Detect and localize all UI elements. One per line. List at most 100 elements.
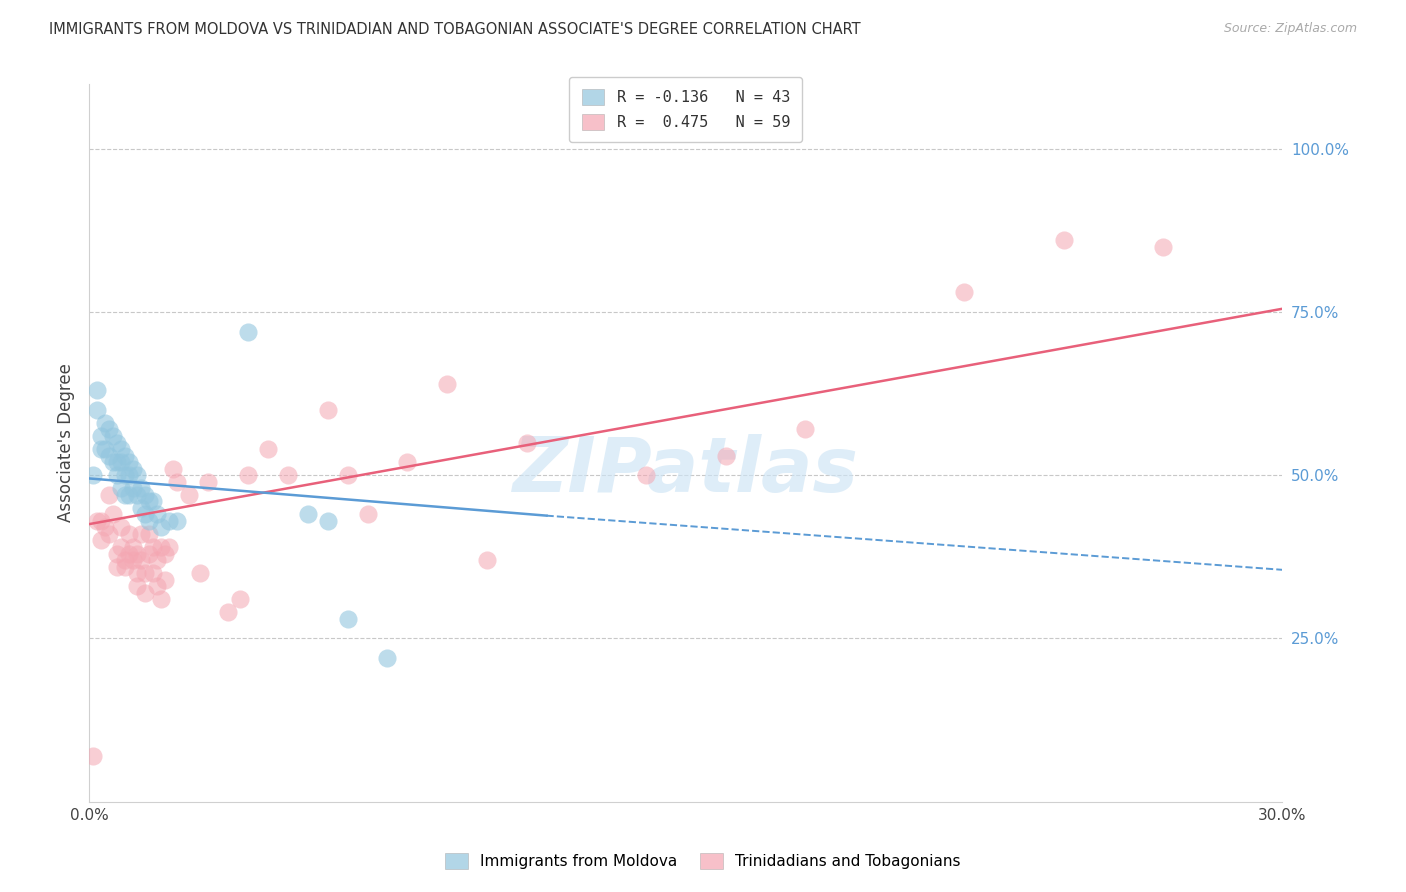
Point xyxy=(436,376,458,391)
Point xyxy=(125,468,148,483)
Point xyxy=(114,449,136,463)
Point xyxy=(105,455,128,469)
Point xyxy=(238,325,260,339)
Point xyxy=(118,488,141,502)
Point xyxy=(138,527,160,541)
Point xyxy=(110,455,132,469)
Point xyxy=(153,547,176,561)
Point xyxy=(110,481,132,495)
Point xyxy=(118,527,141,541)
Point xyxy=(97,488,120,502)
Point xyxy=(475,553,498,567)
Point xyxy=(105,547,128,561)
Point xyxy=(197,475,219,489)
Point xyxy=(229,592,252,607)
Point xyxy=(129,500,152,515)
Point xyxy=(121,461,143,475)
Point xyxy=(157,540,180,554)
Point xyxy=(97,527,120,541)
Point xyxy=(125,566,148,580)
Point xyxy=(138,547,160,561)
Point xyxy=(129,481,152,495)
Point xyxy=(114,553,136,567)
Point xyxy=(105,468,128,483)
Point xyxy=(110,520,132,534)
Point xyxy=(953,285,976,300)
Point xyxy=(125,488,148,502)
Point xyxy=(316,514,339,528)
Point xyxy=(90,442,112,456)
Point xyxy=(114,559,136,574)
Point xyxy=(105,435,128,450)
Point xyxy=(82,468,104,483)
Point xyxy=(142,494,165,508)
Text: ZIPatlas: ZIPatlas xyxy=(513,434,859,508)
Point xyxy=(316,403,339,417)
Point xyxy=(794,422,817,436)
Text: Source: ZipAtlas.com: Source: ZipAtlas.com xyxy=(1223,22,1357,36)
Point xyxy=(145,579,167,593)
Point xyxy=(82,748,104,763)
Point xyxy=(129,527,152,541)
Point xyxy=(142,540,165,554)
Point xyxy=(356,508,378,522)
Point xyxy=(516,435,538,450)
Point xyxy=(142,566,165,580)
Point xyxy=(217,605,239,619)
Legend: Immigrants from Moldova, Trinidadians and Tobagonians: Immigrants from Moldova, Trinidadians an… xyxy=(439,847,967,875)
Point xyxy=(1152,240,1174,254)
Point xyxy=(121,540,143,554)
Point xyxy=(90,514,112,528)
Point xyxy=(145,553,167,567)
Point xyxy=(138,494,160,508)
Point xyxy=(134,488,156,502)
Point xyxy=(90,533,112,548)
Point xyxy=(396,455,419,469)
Point xyxy=(114,488,136,502)
Point xyxy=(101,508,124,522)
Point xyxy=(166,475,188,489)
Point xyxy=(149,540,172,554)
Point xyxy=(97,449,120,463)
Point xyxy=(238,468,260,483)
Point xyxy=(336,468,359,483)
Point xyxy=(149,592,172,607)
Point xyxy=(134,585,156,599)
Point xyxy=(297,508,319,522)
Point xyxy=(157,514,180,528)
Point xyxy=(86,384,108,398)
Text: IMMIGRANTS FROM MOLDOVA VS TRINIDADIAN AND TOBAGONIAN ASSOCIATE'S DEGREE CORRELA: IMMIGRANTS FROM MOLDOVA VS TRINIDADIAN A… xyxy=(49,22,860,37)
Point xyxy=(129,553,152,567)
Point xyxy=(121,481,143,495)
Point xyxy=(121,553,143,567)
Point xyxy=(134,566,156,580)
Point xyxy=(177,488,200,502)
Point xyxy=(714,449,737,463)
Point xyxy=(153,573,176,587)
Point xyxy=(114,468,136,483)
Point xyxy=(118,547,141,561)
Point xyxy=(125,547,148,561)
Point xyxy=(90,429,112,443)
Point xyxy=(110,540,132,554)
Point xyxy=(145,508,167,522)
Point xyxy=(125,579,148,593)
Point xyxy=(86,403,108,417)
Point xyxy=(1053,233,1076,247)
Point xyxy=(377,651,399,665)
Point xyxy=(118,468,141,483)
Point xyxy=(277,468,299,483)
Point xyxy=(110,442,132,456)
Point xyxy=(149,520,172,534)
Point xyxy=(94,520,117,534)
Point xyxy=(336,612,359,626)
Legend: R = -0.136   N = 43, R =  0.475   N = 59: R = -0.136 N = 43, R = 0.475 N = 59 xyxy=(569,77,803,143)
Point xyxy=(118,455,141,469)
Point xyxy=(634,468,657,483)
Point xyxy=(105,559,128,574)
Point xyxy=(138,514,160,528)
Point xyxy=(190,566,212,580)
Point xyxy=(97,422,120,436)
Point xyxy=(94,442,117,456)
Point xyxy=(257,442,280,456)
